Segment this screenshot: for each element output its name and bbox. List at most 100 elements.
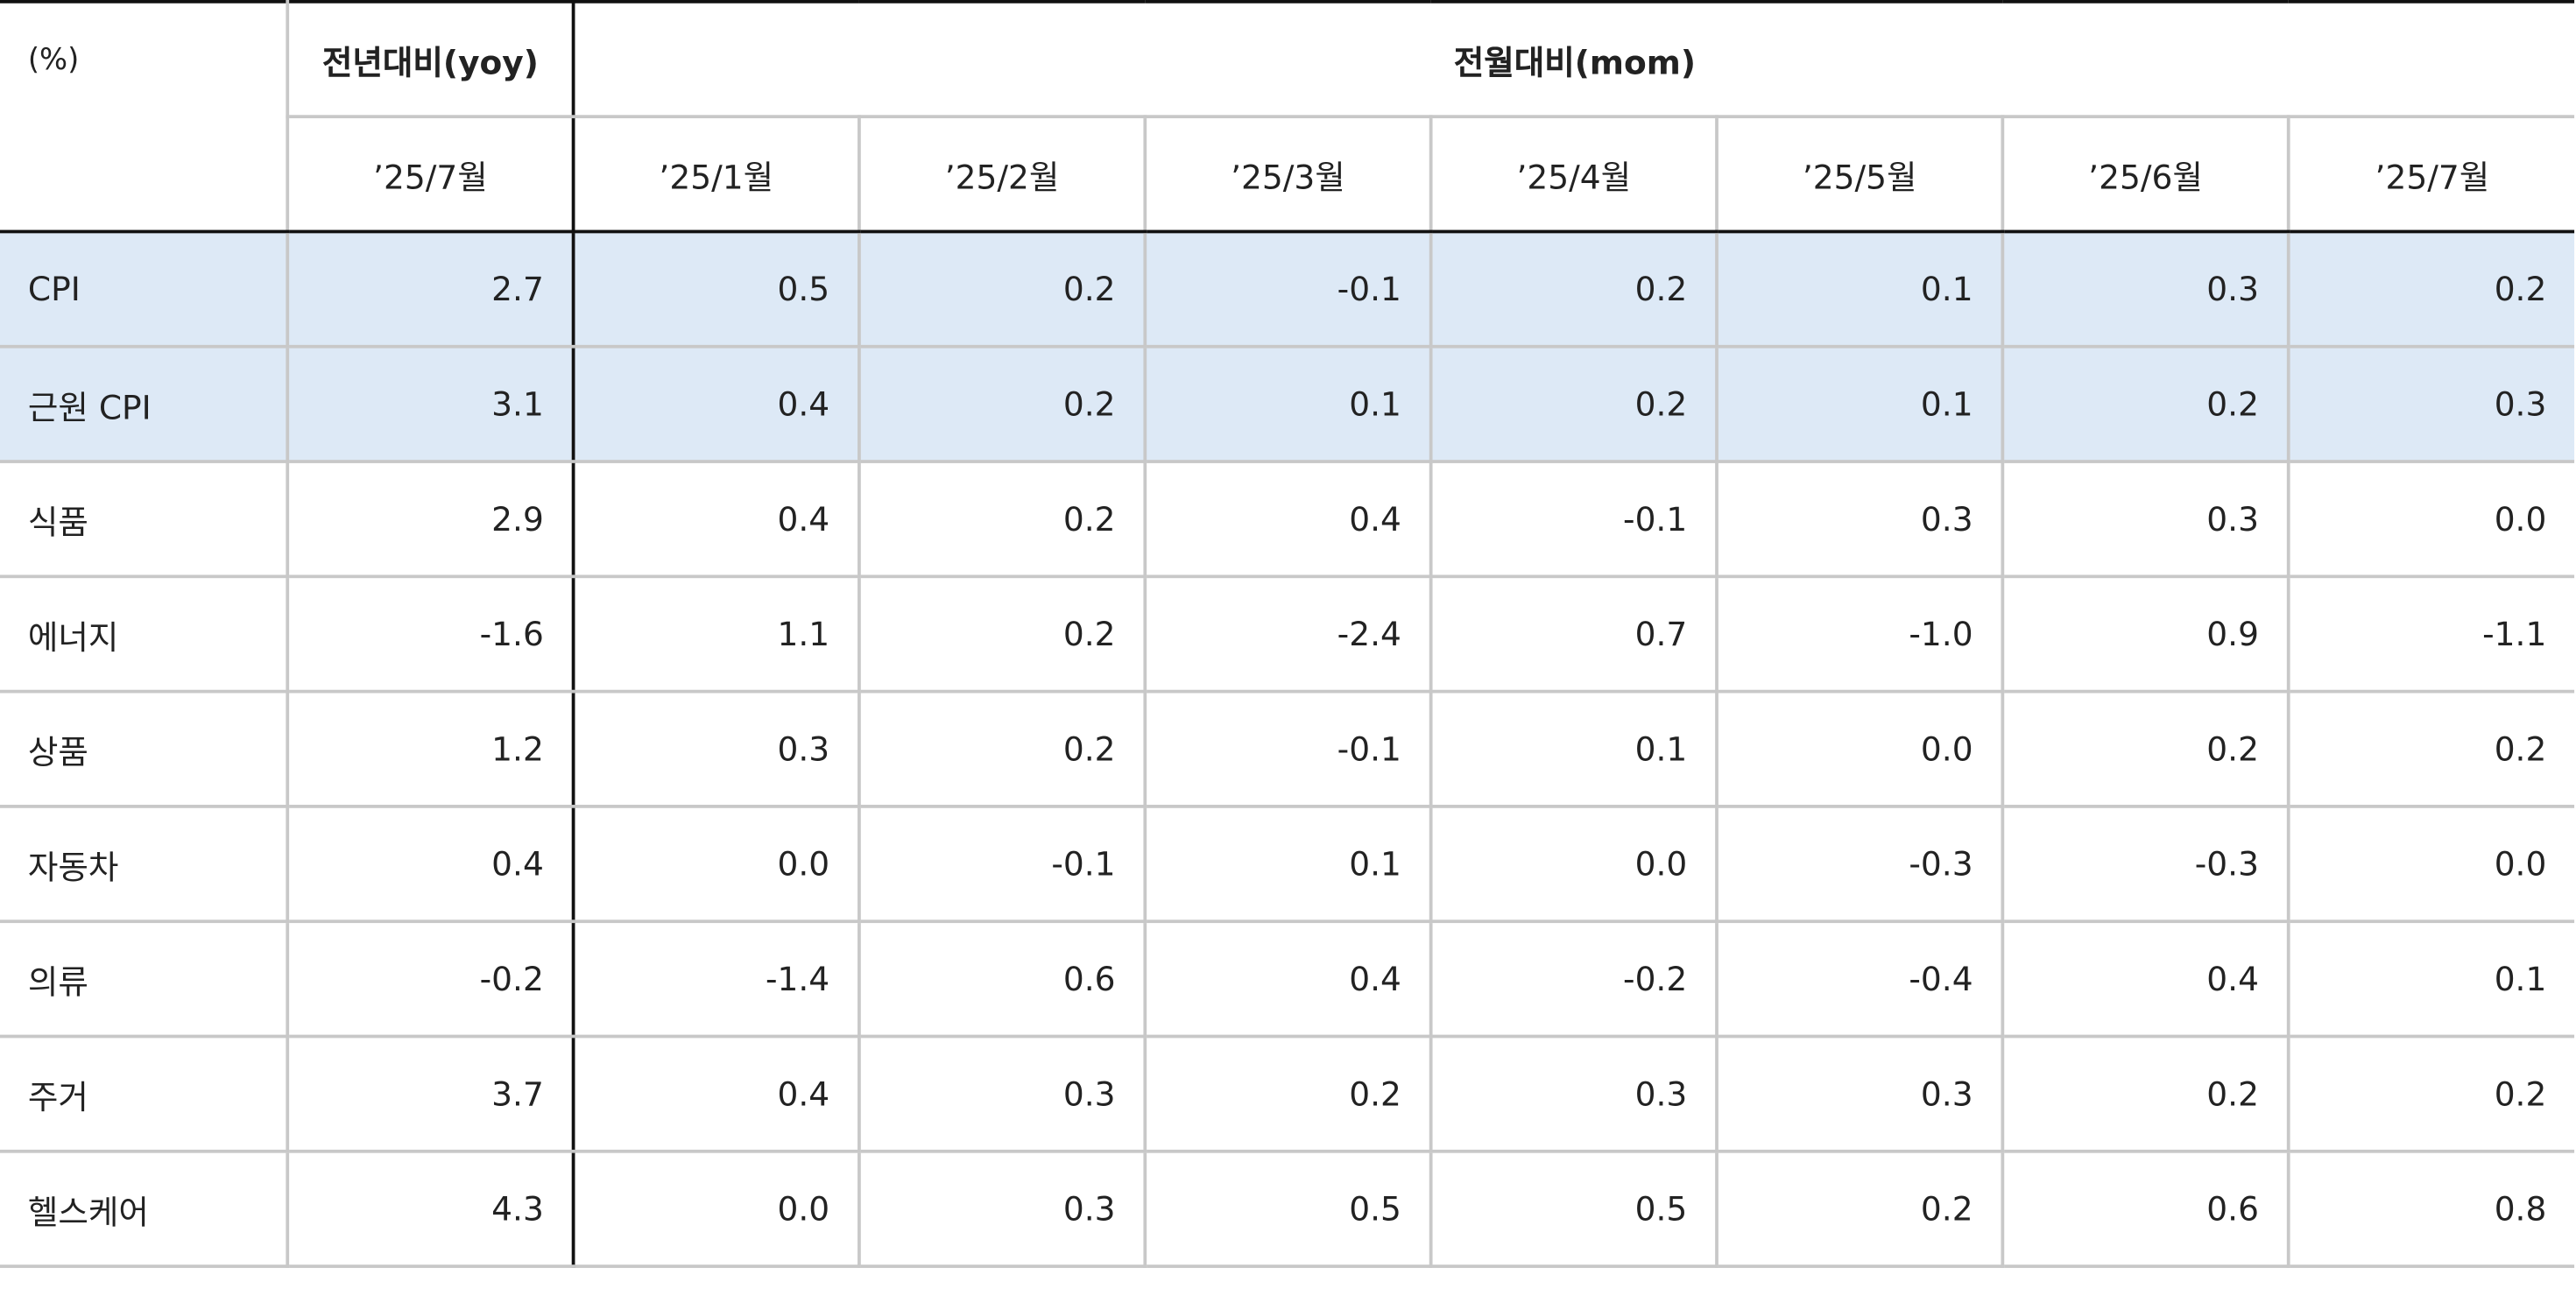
mom-value-cell: -2.4 — [1145, 576, 1433, 694]
mom-value-cell: 0.3 — [573, 691, 861, 808]
mom-value-cell: 0.3 — [2288, 346, 2575, 463]
table-body: CPI 2.7 0.5 0.2 -0.1 0.2 0.1 0.3 0.2 근원 CPI 3.1 0.4… — [0, 231, 2575, 1268]
mom-value-cell: 0.2 — [858, 346, 1147, 463]
mom-value-cell: 1.1 — [573, 576, 861, 694]
row-label: 주거 — [0, 1036, 290, 1153]
mom-value-cell: 0.3 — [2002, 231, 2290, 349]
mom-value-cell: 0.2 — [1145, 1036, 1433, 1153]
mom-value-cell: -0.3 — [2002, 806, 2290, 924]
mom-value-cell: 0.2 — [2002, 691, 2290, 808]
row-label: 식품 — [0, 461, 290, 579]
row-label: 상품 — [0, 691, 290, 808]
mom-value-cell: 0.2 — [1717, 1151, 2005, 1268]
header-row-groups: (%) 전년대비(yoy) 전월대비(mom) — [0, 0, 2575, 234]
row-label: 근원 CPI — [0, 346, 290, 463]
mom-value-cell: 0.1 — [1717, 346, 2005, 463]
column-header-mom: ’25/1월 — [573, 116, 861, 234]
table-row: 식품 2.9 0.4 0.2 0.4 -0.1 0.3 0.3 0.0 — [0, 461, 2575, 579]
mom-value-cell: 0.5 — [1145, 1151, 1433, 1268]
mom-value-cell: 0.3 — [1430, 1036, 1719, 1153]
table-row: 의류 -0.2 -1.4 0.6 0.4 -0.2 -0.4 0.4 0.1 — [0, 921, 2575, 1039]
mom-value-cell: 0.4 — [573, 346, 861, 463]
column-header-mom: ’25/5월 — [1717, 116, 2005, 234]
mom-value-cell: 0.0 — [1430, 806, 1719, 924]
mom-value-cell: 0.6 — [2002, 1151, 2290, 1268]
mom-value-cell: 0.0 — [573, 1151, 861, 1268]
mom-value-cell: 0.1 — [1145, 806, 1433, 924]
mom-value-cell: 0.0 — [1717, 691, 2005, 808]
mom-value-cell: 0.2 — [858, 576, 1147, 694]
mom-value-cell: 0.2 — [1430, 346, 1719, 463]
mom-value-cell: 0.4 — [2002, 921, 2290, 1039]
table-row: 자동차 0.4 0.0 -0.1 0.1 0.0 -0.3 -0.3 0.0 — [0, 806, 2575, 924]
table-row: 에너지 -1.6 1.1 0.2 -2.4 0.7 -1.0 0.9 -1.1 — [0, 576, 2575, 694]
mom-value-cell: 0.8 — [2288, 1151, 2575, 1268]
column-header-mom: ’25/4월 — [1430, 116, 1719, 234]
mom-value-cell: 0.3 — [858, 1036, 1147, 1153]
mom-value-cell: 0.2 — [858, 231, 1147, 349]
row-label: 자동차 — [0, 806, 290, 924]
yoy-value-cell: 2.7 — [287, 231, 575, 349]
mom-value-cell: 0.2 — [2288, 1036, 2575, 1153]
mom-value-cell: 0.6 — [858, 921, 1147, 1039]
yoy-value-cell: 4.3 — [287, 1151, 575, 1268]
mom-value-cell: 0.0 — [2288, 806, 2575, 924]
mom-value-cell: -0.2 — [1430, 921, 1719, 1039]
mom-value-cell: 0.4 — [573, 1036, 861, 1153]
mom-value-cell: -1.0 — [1717, 576, 2005, 694]
yoy-value-cell: 3.7 — [287, 1036, 575, 1153]
cpi-table: (%) 전년대비(yoy) 전월대비(mom) ’25/7월 ’25/1월 ’25/… — [0, 0, 2575, 1268]
row-label: 에너지 — [0, 576, 290, 694]
yoy-value-cell: 1.2 — [287, 691, 575, 808]
mom-value-cell: -0.1 — [1145, 231, 1433, 349]
yoy-value-cell: -1.6 — [287, 576, 575, 694]
mom-value-cell: 0.2 — [2002, 1036, 2290, 1153]
mom-value-cell: -0.1 — [1145, 691, 1433, 808]
header-row-months: ’25/7월 ’25/1월 ’25/2월 ’25/3월 ’25/4월 ’25/5월 ’25/… — [0, 116, 2575, 234]
table-row: 상품 1.2 0.3 0.2 -0.1 0.1 0.0 0.2 0.2 — [0, 691, 2575, 808]
yoy-group-header: 전년대비(yoy) — [287, 0, 575, 119]
row-label: 헬스케어 — [0, 1151, 290, 1268]
row-label: 의류 — [0, 921, 290, 1039]
mom-value-cell: 0.2 — [2288, 691, 2575, 808]
table-row: CPI 2.7 0.5 0.2 -0.1 0.2 0.1 0.3 0.2 — [0, 231, 2575, 349]
mom-value-cell: 0.5 — [1430, 1151, 1719, 1268]
mom-value-cell: 0.0 — [573, 806, 861, 924]
column-header-mom: ’25/7월 — [2288, 116, 2575, 234]
column-header-mom: ’25/3월 — [1145, 116, 1433, 234]
yoy-value-cell: -0.2 — [287, 921, 575, 1039]
column-header-yoy: ’25/7월 — [287, 116, 575, 234]
yoy-value-cell: 2.9 — [287, 461, 575, 579]
mom-value-cell: -0.3 — [1717, 806, 2005, 924]
mom-value-cell: 0.3 — [1717, 1036, 2005, 1153]
mom-value-cell: 0.2 — [2288, 231, 2575, 349]
mom-value-cell: 0.1 — [2288, 921, 2575, 1039]
column-header-mom: ’25/6월 — [2002, 116, 2290, 234]
mom-value-cell: 0.3 — [2002, 461, 2290, 579]
mom-value-cell: 0.4 — [1145, 461, 1433, 579]
mom-value-cell: 0.5 — [573, 231, 861, 349]
yoy-value-cell: 0.4 — [287, 806, 575, 924]
mom-value-cell: 0.2 — [2002, 346, 2290, 463]
mom-value-cell: 0.1 — [1430, 691, 1719, 808]
mom-value-cell: -0.4 — [1717, 921, 2005, 1039]
mom-value-cell: 0.4 — [573, 461, 861, 579]
table-row: 근원 CPI 3.1 0.4 0.2 0.1 0.2 0.1 0.2 0.3 — [0, 346, 2575, 463]
yoy-value-cell: 3.1 — [287, 346, 575, 463]
mom-value-cell: 0.7 — [1430, 576, 1719, 694]
row-label: CPI — [0, 231, 290, 349]
mom-value-cell: 0.0 — [2288, 461, 2575, 579]
mom-value-cell: 0.3 — [1717, 461, 2005, 579]
mom-group-header: 전월대비(mom) — [573, 0, 2575, 119]
mom-value-cell: 0.9 — [2002, 576, 2290, 694]
mom-value-cell: 0.2 — [858, 691, 1147, 808]
table-row: 헬스케어 4.3 0.0 0.3 0.5 0.5 0.2 0.6 0.8 — [0, 1151, 2575, 1268]
column-header-mom: ’25/2월 — [858, 116, 1147, 234]
mom-value-cell: 0.1 — [1145, 346, 1433, 463]
table-row: 주거 3.7 0.4 0.3 0.2 0.3 0.3 0.2 0.2 — [0, 1036, 2575, 1153]
mom-value-cell: -1.4 — [573, 921, 861, 1039]
mom-value-cell: 0.1 — [1717, 231, 2005, 349]
mom-value-cell: 0.4 — [1145, 921, 1433, 1039]
mom-value-cell: 0.2 — [1430, 231, 1719, 349]
